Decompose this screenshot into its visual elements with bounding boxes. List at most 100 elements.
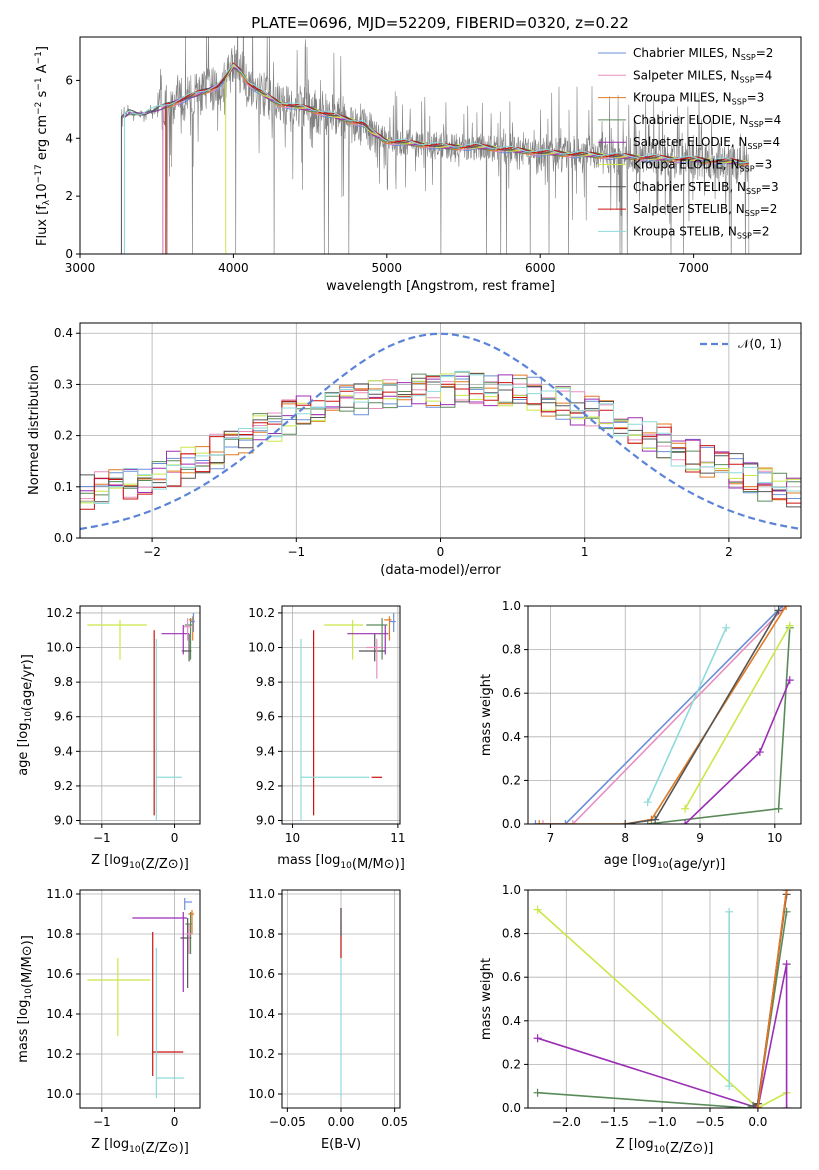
- plot-area: [110, 37, 750, 254]
- legend-sub: SSP: [749, 120, 764, 129]
- legend-sub: SSP: [745, 209, 760, 218]
- series-point: [533, 905, 542, 914]
- y-tick-label: 9.8: [54, 675, 73, 689]
- tspan: log: [109, 853, 129, 868]
- tspan: 10: [35, 183, 50, 200]
- y-axis-label: mass weight: [479, 958, 494, 1040]
- x-tick-label: −0.05: [269, 1115, 306, 1129]
- y-tick-label: 0.0: [54, 531, 73, 545]
- legend-entry: Kroupa MILES, NSSP=3: [633, 91, 764, 107]
- axes-frame: [281, 605, 401, 825]
- chart-title: PLATE=0696, MJD=52209, FIBERID=0320, z=0…: [251, 14, 629, 32]
- x-tick-label: 0.05: [381, 1115, 408, 1129]
- y-tick-label: 9.6: [54, 710, 73, 724]
- y-tick-label: 10.2: [46, 606, 73, 620]
- axis-label: mass [log10(M/M⊙)]: [277, 853, 405, 872]
- tspan: log: [637, 853, 657, 868]
- legend-value: =4: [764, 113, 782, 127]
- y-tick-label: 6: [65, 73, 73, 87]
- series-point: [725, 1082, 734, 1091]
- legend-name: Kroupa MILES, N: [633, 91, 732, 105]
- y-tick-label: 9.4: [256, 744, 275, 758]
- x-tick-label: 10: [285, 831, 300, 845]
- series-line-0: [535, 606, 783, 824]
- y-tick-label: 9.2: [256, 779, 275, 793]
- legend-entry: 𝒩(0, 1): [738, 337, 782, 351]
- tspan: log: [634, 1137, 654, 1152]
- y-tick-label: 0.4: [502, 1014, 521, 1028]
- legend-entry: Chabrier ELODIE, NSSP=4: [633, 113, 781, 129]
- y-tick-label: 10.6: [248, 967, 275, 981]
- x-tick-label: 0.00: [328, 1115, 355, 1129]
- series-point: [785, 621, 794, 630]
- plot-area: [528, 890, 801, 1108]
- series-point: [753, 1104, 762, 1108]
- plot-area: [80, 323, 801, 538]
- x-tick-label: −2.0: [552, 1115, 581, 1129]
- tspan: ]: [35, 46, 50, 51]
- y-tick-label: 0.8: [502, 643, 521, 657]
- x-tick-label: 10: [767, 831, 782, 845]
- plot-area: [80, 890, 200, 1108]
- tspan-sub: 10: [654, 1145, 666, 1155]
- y-tick-label: 10.2: [46, 1047, 73, 1061]
- series-point: [651, 815, 660, 824]
- y-tick-label: 2: [65, 189, 73, 203]
- series-point: [561, 820, 570, 824]
- y-tick-label: 11.0: [248, 887, 275, 901]
- x-tick-label: −1.5: [600, 1115, 629, 1129]
- legend-sub: SSP: [737, 231, 752, 240]
- tspan: −2: [34, 102, 44, 115]
- model-spectrum-8: [123, 63, 748, 254]
- legend-entry: Salpeter MILES, NSSP=4: [633, 68, 772, 84]
- y-tick-label: 0.6: [502, 686, 521, 700]
- legend-sub: SSP: [740, 75, 755, 84]
- tspan: log: [109, 1137, 129, 1152]
- x-tick-label: 0: [437, 545, 445, 559]
- x-tick-label: 0.0: [748, 1115, 767, 1129]
- x-tick-label: −0.5: [695, 1115, 724, 1129]
- model-spectrum-0: [162, 65, 749, 254]
- y-tick-label: 10.0: [46, 1087, 73, 1101]
- x-tick-label: −1: [93, 1115, 111, 1129]
- tspan: −1: [34, 51, 44, 64]
- x-tick-label: 2: [725, 545, 733, 559]
- x-tick-label: −1: [93, 831, 111, 845]
- series-point: [755, 748, 764, 757]
- y-tick-label: 9.0: [256, 814, 275, 828]
- tspan: −1: [34, 77, 44, 90]
- series-point: [722, 623, 731, 632]
- plot-area: [282, 606, 400, 824]
- panel-cum_age: 7 8 9 10 0.0 0.2 0.4 0.6 0.8 1.0 mass weight age [l…: [479, 599, 802, 872]
- y-tick-label: 10.6: [46, 967, 73, 981]
- tspan: (age/yr)]: [668, 857, 725, 872]
- legend-sub: SSP: [740, 165, 755, 174]
- series-point: [782, 606, 791, 610]
- x-axis-label: (data-model)/error: [380, 563, 501, 578]
- y-tick-label: 0.1: [54, 480, 73, 494]
- y-tick-label: 10.4: [46, 1007, 73, 1021]
- x-tick-label: 5000: [372, 261, 403, 275]
- legend-name: Chabrier STELIB, N: [633, 180, 746, 194]
- legend-entry: Kroupa STELIB, NSSP=2: [633, 224, 770, 240]
- x-tick-label: 7000: [678, 261, 709, 275]
- tspan-sub: 10: [24, 711, 34, 723]
- legend-sub: SSP: [747, 142, 762, 151]
- tspan: Z [: [91, 853, 109, 868]
- tspan-sub: 10: [24, 988, 34, 1000]
- y-tick-label: 0.8: [502, 927, 521, 941]
- series-point: [568, 820, 577, 824]
- legend-name: Kroupa ELODIE, N: [633, 158, 740, 172]
- tspan: (age/yr)]: [20, 654, 35, 711]
- tspan: age [: [16, 742, 31, 775]
- tspan: log: [321, 853, 341, 868]
- series-point: [621, 820, 630, 824]
- x-tick-label: −1: [287, 545, 305, 559]
- y-tick-label: 0.2: [54, 429, 73, 443]
- y-tick-label: 9.4: [54, 744, 73, 758]
- series-point: [774, 804, 783, 813]
- tspan: (M/M⊙)]: [20, 935, 35, 988]
